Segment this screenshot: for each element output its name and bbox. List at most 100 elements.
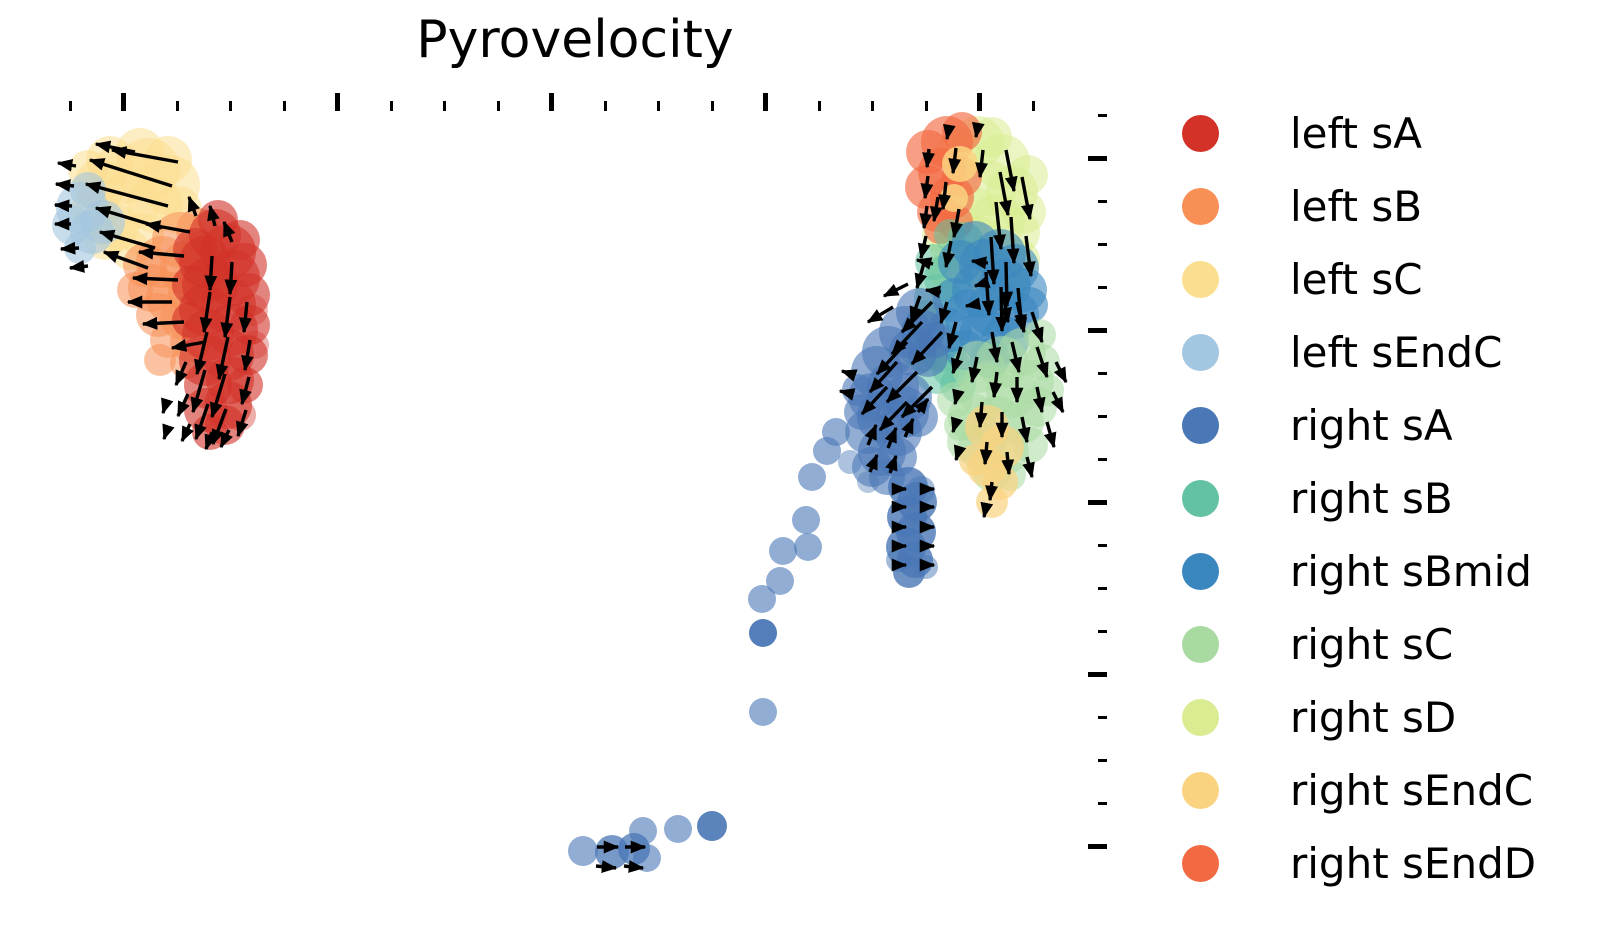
right-axis-tick xyxy=(1098,285,1107,289)
legend-label: right sD xyxy=(1290,693,1457,742)
top-axis-tick xyxy=(924,101,928,111)
legend: left sA left sB left sC left sEndC right sA r… xyxy=(1140,97,1610,900)
top-axis-tick xyxy=(282,101,286,111)
legend-swatch xyxy=(1182,772,1219,809)
scatter-point xyxy=(172,302,208,338)
right-axis-tick xyxy=(1088,499,1107,505)
velocity-arrow xyxy=(161,397,174,415)
legend-swatch xyxy=(1182,115,1219,152)
velocity-arrow xyxy=(68,260,89,273)
right-axis-tick xyxy=(1088,155,1107,161)
right-axis-tick xyxy=(1098,586,1107,590)
legend-swatch xyxy=(1182,334,1219,371)
scatter-point xyxy=(117,272,153,308)
scatter-point xyxy=(227,367,263,403)
legend-item-right-sa: right sA xyxy=(1140,389,1610,462)
scatter-point xyxy=(907,476,935,504)
chart-title: Pyrovelocity xyxy=(416,10,734,70)
right-axis-tick xyxy=(1088,327,1107,333)
scatter-point xyxy=(886,548,910,572)
scatter-point xyxy=(172,265,212,305)
right-axis-tick xyxy=(1098,629,1107,633)
scatter-point xyxy=(749,619,777,647)
scatter-point xyxy=(959,444,991,476)
scatter-point xyxy=(792,506,820,534)
top-axis-tick xyxy=(976,93,982,111)
legend-item-right-sd: right sD xyxy=(1140,681,1610,754)
top-axis-tick xyxy=(389,101,393,111)
scatter-point xyxy=(220,220,260,260)
legend-swatch xyxy=(1182,480,1219,517)
legend-item-left-sc: left sC xyxy=(1140,243,1610,316)
scatter-point xyxy=(1002,190,1046,234)
top-axis-tick xyxy=(817,101,821,111)
scatter-point xyxy=(224,399,256,431)
legend-swatch xyxy=(1182,845,1219,882)
legend-swatch xyxy=(1182,699,1219,736)
legend-label: left sC xyxy=(1290,255,1423,304)
scatter-point xyxy=(857,471,879,493)
scatter-point xyxy=(697,811,727,841)
scatter-point xyxy=(798,463,826,491)
scatter-point xyxy=(629,817,657,845)
right-axis-tick xyxy=(1098,801,1107,805)
legend-swatch xyxy=(1182,261,1219,298)
scatter-point xyxy=(144,136,192,184)
legend-label: left sA xyxy=(1290,109,1422,158)
scatter-point xyxy=(748,585,776,613)
top-axis-tick xyxy=(442,101,446,111)
legend-label: right sEndC xyxy=(1290,766,1534,815)
velocity-arrow xyxy=(180,423,194,443)
right-axis-tick xyxy=(1088,843,1107,849)
scatter-point xyxy=(64,232,96,264)
legend-swatch xyxy=(1182,407,1219,444)
right-axis-tick xyxy=(1098,543,1107,547)
right-axis-tick xyxy=(1098,758,1107,762)
top-axis-tick xyxy=(762,93,768,111)
scatter-point xyxy=(794,533,822,561)
scatter-point xyxy=(1008,155,1048,195)
top-axis-tick xyxy=(870,101,874,111)
scatter-point xyxy=(976,486,1008,518)
legend-label: right sC xyxy=(1290,620,1454,669)
velocity-arrow xyxy=(162,423,175,441)
top-axis-tick xyxy=(120,93,126,111)
right-axis-tick xyxy=(1088,671,1107,677)
scatter-point xyxy=(241,331,269,359)
legend-item-left-sendc: left sEndC xyxy=(1140,316,1610,389)
scatter-point xyxy=(192,414,228,450)
scatter-point xyxy=(842,374,874,406)
scatter-point xyxy=(898,397,938,437)
top-axis-tick xyxy=(603,101,607,111)
scatter-point xyxy=(633,844,661,872)
top-axis-tick xyxy=(710,101,714,111)
scatter-point xyxy=(769,537,797,565)
right-axis-tick xyxy=(1098,113,1107,117)
legend-swatch xyxy=(1182,553,1219,590)
top-axis-tick xyxy=(548,93,554,111)
scatter-point xyxy=(940,184,968,212)
scatter-point xyxy=(1012,287,1048,323)
velocity-arrow xyxy=(1043,421,1057,449)
right-axis-tick xyxy=(1098,199,1107,203)
right-axis-tick xyxy=(1098,371,1107,375)
legend-item-right-sc: right sC xyxy=(1140,608,1610,681)
legend-item-right-sb: right sB xyxy=(1140,462,1610,535)
scatter-point xyxy=(236,294,268,326)
legend-item-left-sa: left sA xyxy=(1140,97,1610,170)
scatter-point xyxy=(838,450,862,474)
legend-label: right sEndD xyxy=(1290,839,1537,888)
right-axis-tick xyxy=(1098,414,1107,418)
legend-swatch xyxy=(1182,626,1219,663)
scatter-point xyxy=(813,437,841,465)
scatter-point xyxy=(1024,319,1056,351)
right-axis-tick xyxy=(1098,242,1107,246)
scatter-point xyxy=(914,555,938,579)
top-axis-tick xyxy=(656,101,660,111)
legend-item-left-sb: left sB xyxy=(1140,170,1610,243)
scatter-point xyxy=(568,836,598,866)
top-axis-tick xyxy=(496,101,500,111)
scatter-point xyxy=(1032,374,1064,406)
legend-label: right sBmid xyxy=(1290,547,1532,596)
